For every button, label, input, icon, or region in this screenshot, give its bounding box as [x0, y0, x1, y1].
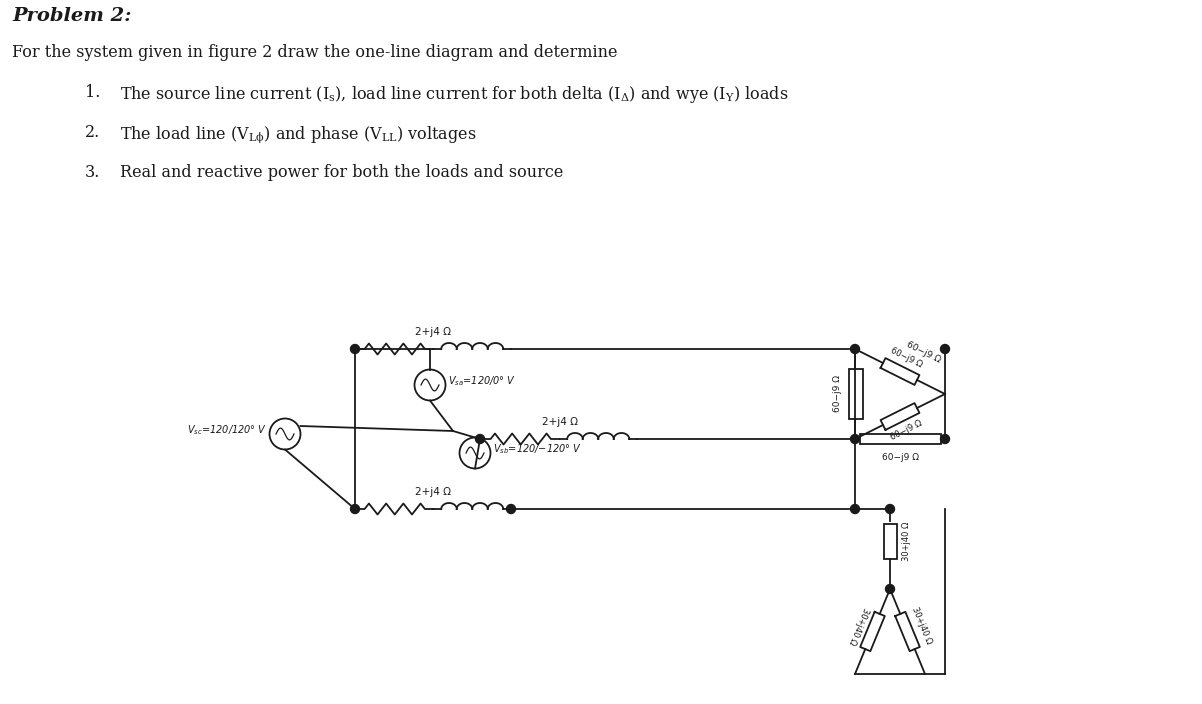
Text: Problem 2:: Problem 2: — [12, 7, 131, 25]
Circle shape — [940, 344, 950, 353]
Text: 60−j9 Ω: 60−j9 Ω — [833, 375, 841, 413]
Text: For the system given in figure 2 draw the one-line diagram and determine: For the system given in figure 2 draw th… — [12, 44, 618, 61]
Circle shape — [851, 344, 859, 353]
Circle shape — [851, 434, 859, 444]
Text: $V_{sc}$=120/120° V: $V_{sc}$=120/120° V — [186, 423, 267, 437]
Text: The source line current (I$_\mathregular{s}$), load line current for both delta : The source line current (I$_\mathregular… — [120, 84, 789, 105]
Text: 1.: 1. — [85, 84, 101, 101]
Text: 30+j40 Ω: 30+j40 Ω — [902, 522, 911, 560]
Text: 60−j9 Ω: 60−j9 Ω — [881, 453, 918, 462]
Text: 30+j40 Ω: 30+j40 Ω — [910, 606, 933, 646]
Text: 30+j40 Ω: 30+j40 Ω — [847, 606, 870, 646]
Circle shape — [940, 434, 950, 444]
Circle shape — [351, 505, 359, 513]
Circle shape — [886, 505, 894, 513]
Text: The load line (V$_\mathregular{L\phi}$) and phase (V$_\mathregular{LL}$) voltage: The load line (V$_\mathregular{L\phi}$) … — [120, 124, 476, 145]
Text: $V_{sb}$=120/−120° V: $V_{sb}$=120/−120° V — [493, 442, 582, 456]
Circle shape — [851, 505, 859, 513]
Text: 60−j9 Ω: 60−j9 Ω — [889, 346, 924, 370]
Text: 2.: 2. — [85, 124, 100, 141]
Text: 3.: 3. — [85, 164, 101, 181]
Bar — [883, 524, 897, 558]
Text: $V_{sa}$=120/0° V: $V_{sa}$=120/0° V — [448, 374, 516, 388]
Text: 2+j4 Ω: 2+j4 Ω — [416, 487, 452, 497]
Circle shape — [506, 505, 516, 513]
Text: 2+j4 Ω: 2+j4 Ω — [541, 417, 577, 427]
Circle shape — [351, 344, 359, 353]
Text: 2+j4 Ω: 2+j4 Ω — [416, 327, 452, 337]
Bar — [849, 370, 863, 419]
Text: 60−j9 Ω: 60−j9 Ω — [905, 340, 942, 365]
Text: Real and reactive power for both the loads and source: Real and reactive power for both the loa… — [120, 164, 564, 181]
Circle shape — [476, 434, 484, 444]
Text: 60−j9 Ω: 60−j9 Ω — [889, 418, 924, 441]
Circle shape — [886, 584, 894, 593]
Bar — [859, 434, 940, 444]
